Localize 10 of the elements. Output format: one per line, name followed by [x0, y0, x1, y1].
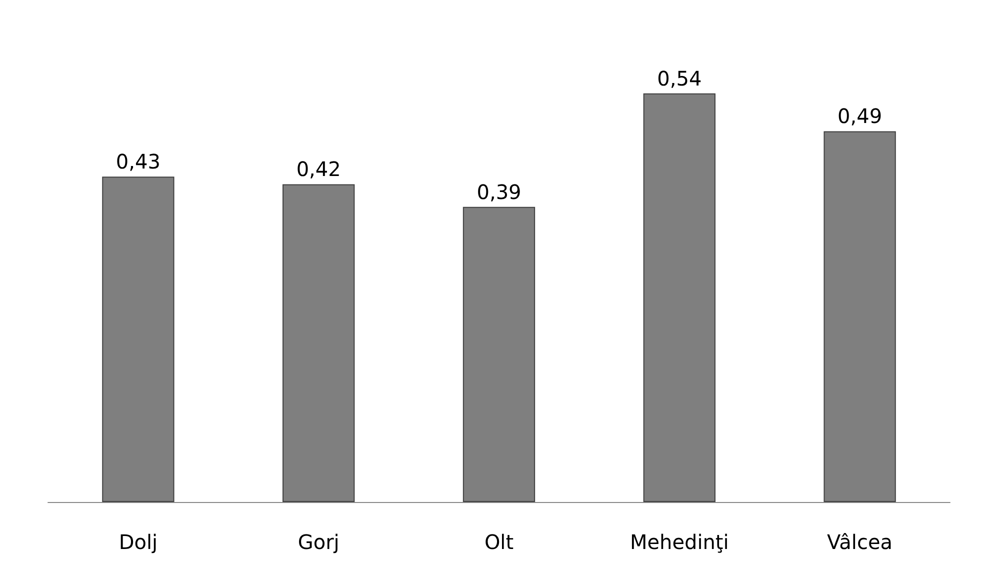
- data-label: 0,42: [296, 157, 341, 182]
- x-tick-label: Vâlcea: [827, 530, 893, 554]
- data-label: 0,39: [476, 180, 522, 204]
- x-tick-label: Gorj: [298, 530, 340, 554]
- data-label: 0,54: [657, 66, 702, 90]
- x-tick-label: Dolj: [118, 530, 158, 554]
- data-label: 0,43: [116, 150, 160, 174]
- x-tick-label: Olt: [484, 530, 514, 554]
- x-tick-label: Mehedinţi: [630, 530, 729, 554]
- data-label: 0,49: [838, 104, 882, 128]
